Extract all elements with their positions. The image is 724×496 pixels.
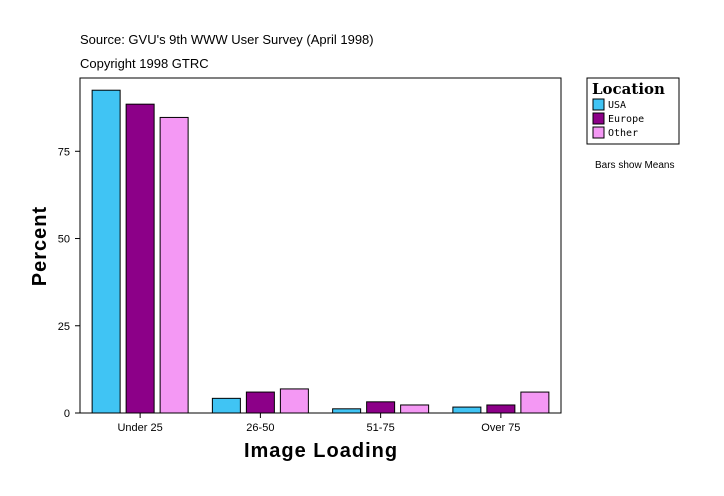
bar-europe-0 [125, 103, 155, 414]
bars-group [91, 89, 550, 414]
x-axis-label: Image Loading [244, 440, 398, 462]
legend-label-other: Other [608, 128, 638, 139]
bar-other-1 [279, 388, 309, 414]
legend: Location USA Europe Other [586, 77, 680, 145]
bar-other-3 [520, 391, 550, 414]
x-tick-label-2: 51-75 [367, 422, 395, 434]
bar-usa-3 [452, 406, 482, 414]
x-tick-label-3: Over 75 [481, 422, 520, 434]
x-tick-label-1: 26-50 [246, 422, 274, 434]
y-axis-label: Percent [29, 206, 51, 286]
bar-usa-2 [332, 408, 362, 414]
y-tick-label-2: 50 [58, 234, 70, 246]
source-text: Source: GVU's 9th WWW User Survey (April… [80, 32, 374, 47]
y-tick-label-3: 75 [58, 146, 70, 158]
copyright-text: Copyright 1998 GTRC [80, 56, 209, 71]
legend-label-europe: Europe [608, 114, 644, 125]
bar-other-2 [400, 404, 430, 414]
x-tick-label-0: Under 25 [117, 422, 162, 434]
x-axis: Under 25 26-50 51-75 Over 75 [117, 413, 520, 434]
legend-title: Location [592, 80, 665, 98]
y-tick-label-1: 25 [58, 321, 70, 333]
legend-swatch-usa [592, 98, 605, 111]
bar-other-0 [159, 116, 189, 414]
bar-usa-1 [211, 397, 241, 414]
legend-label-usa: USA [608, 100, 626, 111]
bar-usa-0 [91, 89, 121, 414]
bars-note: Bars show Means [595, 160, 674, 171]
y-axis: 0 25 50 75 [58, 146, 80, 420]
legend-swatch-europe [592, 112, 605, 125]
bar-europe-3 [486, 404, 516, 414]
legend-items: USA Europe Other [592, 98, 644, 139]
legend-swatch-other [592, 126, 605, 139]
bar-europe-1 [245, 391, 275, 414]
y-tick-label-0: 0 [64, 408, 70, 420]
bar-europe-2 [366, 401, 396, 414]
